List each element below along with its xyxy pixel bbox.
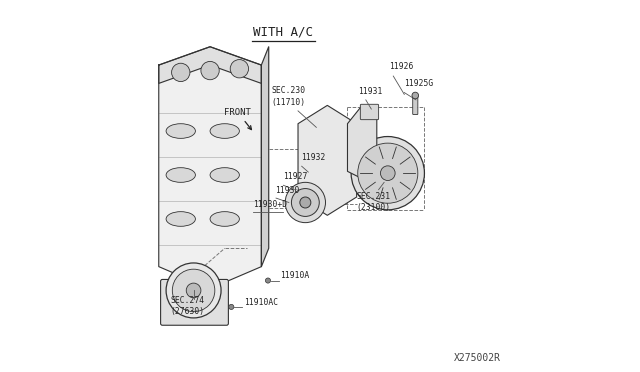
Text: SEC.231: SEC.231 <box>356 192 390 201</box>
Text: (27630): (27630) <box>170 307 204 315</box>
Circle shape <box>285 182 326 223</box>
Ellipse shape <box>166 124 195 138</box>
Text: 11930: 11930 <box>275 186 300 195</box>
Text: 11925G: 11925G <box>404 79 433 88</box>
Text: (11710): (11710) <box>272 97 306 107</box>
Circle shape <box>201 61 220 80</box>
Circle shape <box>380 166 395 180</box>
Circle shape <box>172 63 190 81</box>
FancyBboxPatch shape <box>161 279 228 325</box>
Ellipse shape <box>210 168 239 182</box>
FancyBboxPatch shape <box>413 95 418 115</box>
Circle shape <box>351 137 424 210</box>
Polygon shape <box>348 105 377 179</box>
FancyBboxPatch shape <box>360 104 379 120</box>
Circle shape <box>358 143 418 203</box>
Ellipse shape <box>210 124 239 138</box>
Text: X275002R: X275002R <box>454 353 501 363</box>
Ellipse shape <box>166 168 195 182</box>
Text: SEC.230: SEC.230 <box>272 86 306 94</box>
Text: 11930+D: 11930+D <box>253 200 287 209</box>
Text: 11926: 11926 <box>389 62 413 71</box>
Text: (23100): (23100) <box>356 203 390 212</box>
Circle shape <box>291 189 319 217</box>
Polygon shape <box>159 47 261 289</box>
Text: SEC.274: SEC.274 <box>170 295 204 305</box>
Circle shape <box>228 304 234 310</box>
Text: 11927: 11927 <box>283 172 307 182</box>
Polygon shape <box>298 105 356 215</box>
Polygon shape <box>159 47 261 83</box>
Circle shape <box>230 60 248 78</box>
Circle shape <box>186 283 201 298</box>
Text: 11910AC: 11910AC <box>244 298 278 307</box>
Circle shape <box>300 197 311 208</box>
Circle shape <box>172 269 215 312</box>
Text: 11932: 11932 <box>301 153 325 162</box>
Text: 11910A: 11910A <box>280 271 310 280</box>
Polygon shape <box>261 47 269 267</box>
Text: WITH A/C: WITH A/C <box>253 26 314 39</box>
Text: FRONT: FRONT <box>224 108 252 129</box>
Circle shape <box>166 263 221 318</box>
Circle shape <box>412 92 419 99</box>
Ellipse shape <box>210 212 239 226</box>
Ellipse shape <box>166 212 195 226</box>
Circle shape <box>266 278 271 283</box>
Text: 11931: 11931 <box>358 87 383 96</box>
